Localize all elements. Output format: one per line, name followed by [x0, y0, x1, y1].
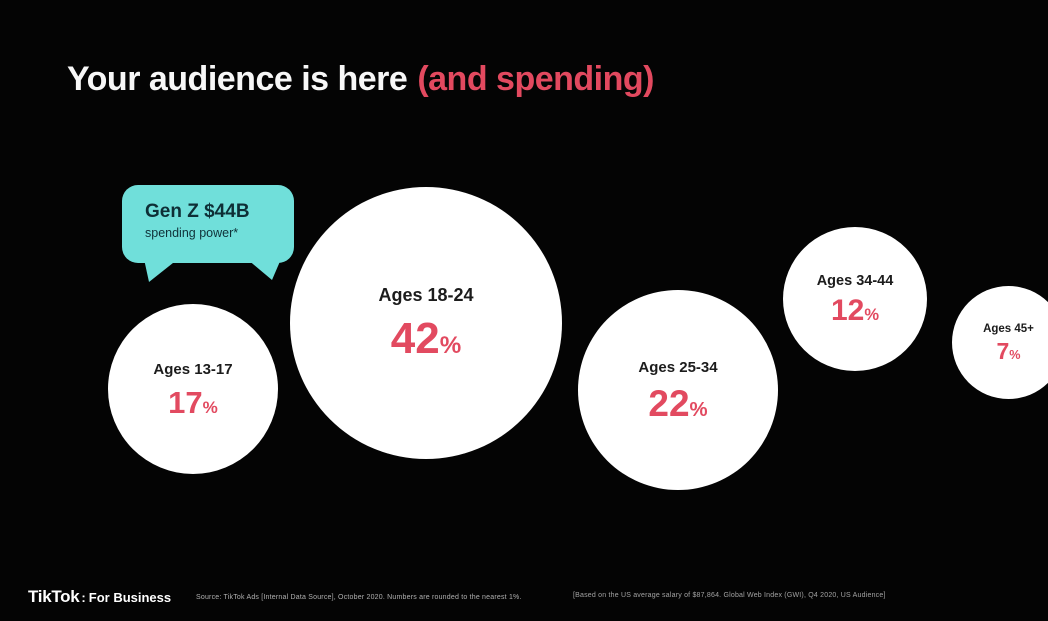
- speech-bubble-icon: [122, 185, 294, 282]
- bubble-value: 12%: [830, 293, 880, 327]
- bubble-label: Ages 34-44: [816, 272, 894, 289]
- bubble-ages-34-44: Ages 34-44 12%: [783, 227, 927, 371]
- callout-text: Gen Z $44B spending power*: [145, 201, 250, 240]
- bubble-value: 7%: [996, 337, 1021, 364]
- bubble-value: 42%: [391, 317, 461, 361]
- percent-sign: %: [1009, 347, 1021, 362]
- bubble-label: Ages 18-24: [378, 285, 474, 305]
- logo-brand-text: TikTok: [28, 587, 80, 606]
- bubble-ages-45-plus: Ages 45+ 7%: [952, 286, 1048, 399]
- percent-sign: %: [202, 397, 218, 417]
- percent-sign: %: [689, 398, 708, 421]
- percent-sign: %: [864, 305, 880, 324]
- logo-suffix-text: For Business: [88, 590, 172, 605]
- callout-subtext: spending power*: [145, 226, 239, 240]
- title-main: Your audience is here: [67, 60, 408, 98]
- bubble-ages-25-34: Ages 25-34 22%: [578, 290, 778, 490]
- genz-spending-callout: Gen Z $44B spending power*: [122, 185, 298, 299]
- bubble-ages-13-17: Ages 13-17 17%: [108, 304, 278, 474]
- bubble-label: Ages 25-34: [638, 358, 718, 376]
- bubble-value-number: 17: [168, 384, 203, 420]
- logo-separator: :: [81, 590, 86, 605]
- tiktok-for-business-logo: TikTok : For Business: [28, 587, 171, 607]
- bubble-label: Ages 45+: [983, 322, 1034, 335]
- bubble-ages-18-24: Ages 18-24 42%: [290, 187, 562, 459]
- bubble-value-number: 42: [390, 314, 440, 363]
- source-note-right: [Based on the US average salary of $87,8…: [573, 592, 886, 599]
- source-note-left: Source: TikTok Ads [Internal Data Source…: [196, 594, 522, 601]
- bubble-label: Ages 13-17: [153, 360, 233, 378]
- bubble-value: 22%: [648, 385, 707, 422]
- bubble-value-number: 7: [996, 337, 1010, 364]
- callout-heading: Gen Z $44B: [145, 201, 250, 222]
- percent-sign: %: [439, 332, 462, 359]
- page-title: Your audience is here (and spending): [67, 60, 654, 99]
- title-accent: (and spending): [417, 60, 654, 98]
- bubble-value-number: 22: [648, 382, 690, 424]
- bubble-value-number: 12: [830, 293, 865, 327]
- bubble-value: 17%: [168, 387, 218, 418]
